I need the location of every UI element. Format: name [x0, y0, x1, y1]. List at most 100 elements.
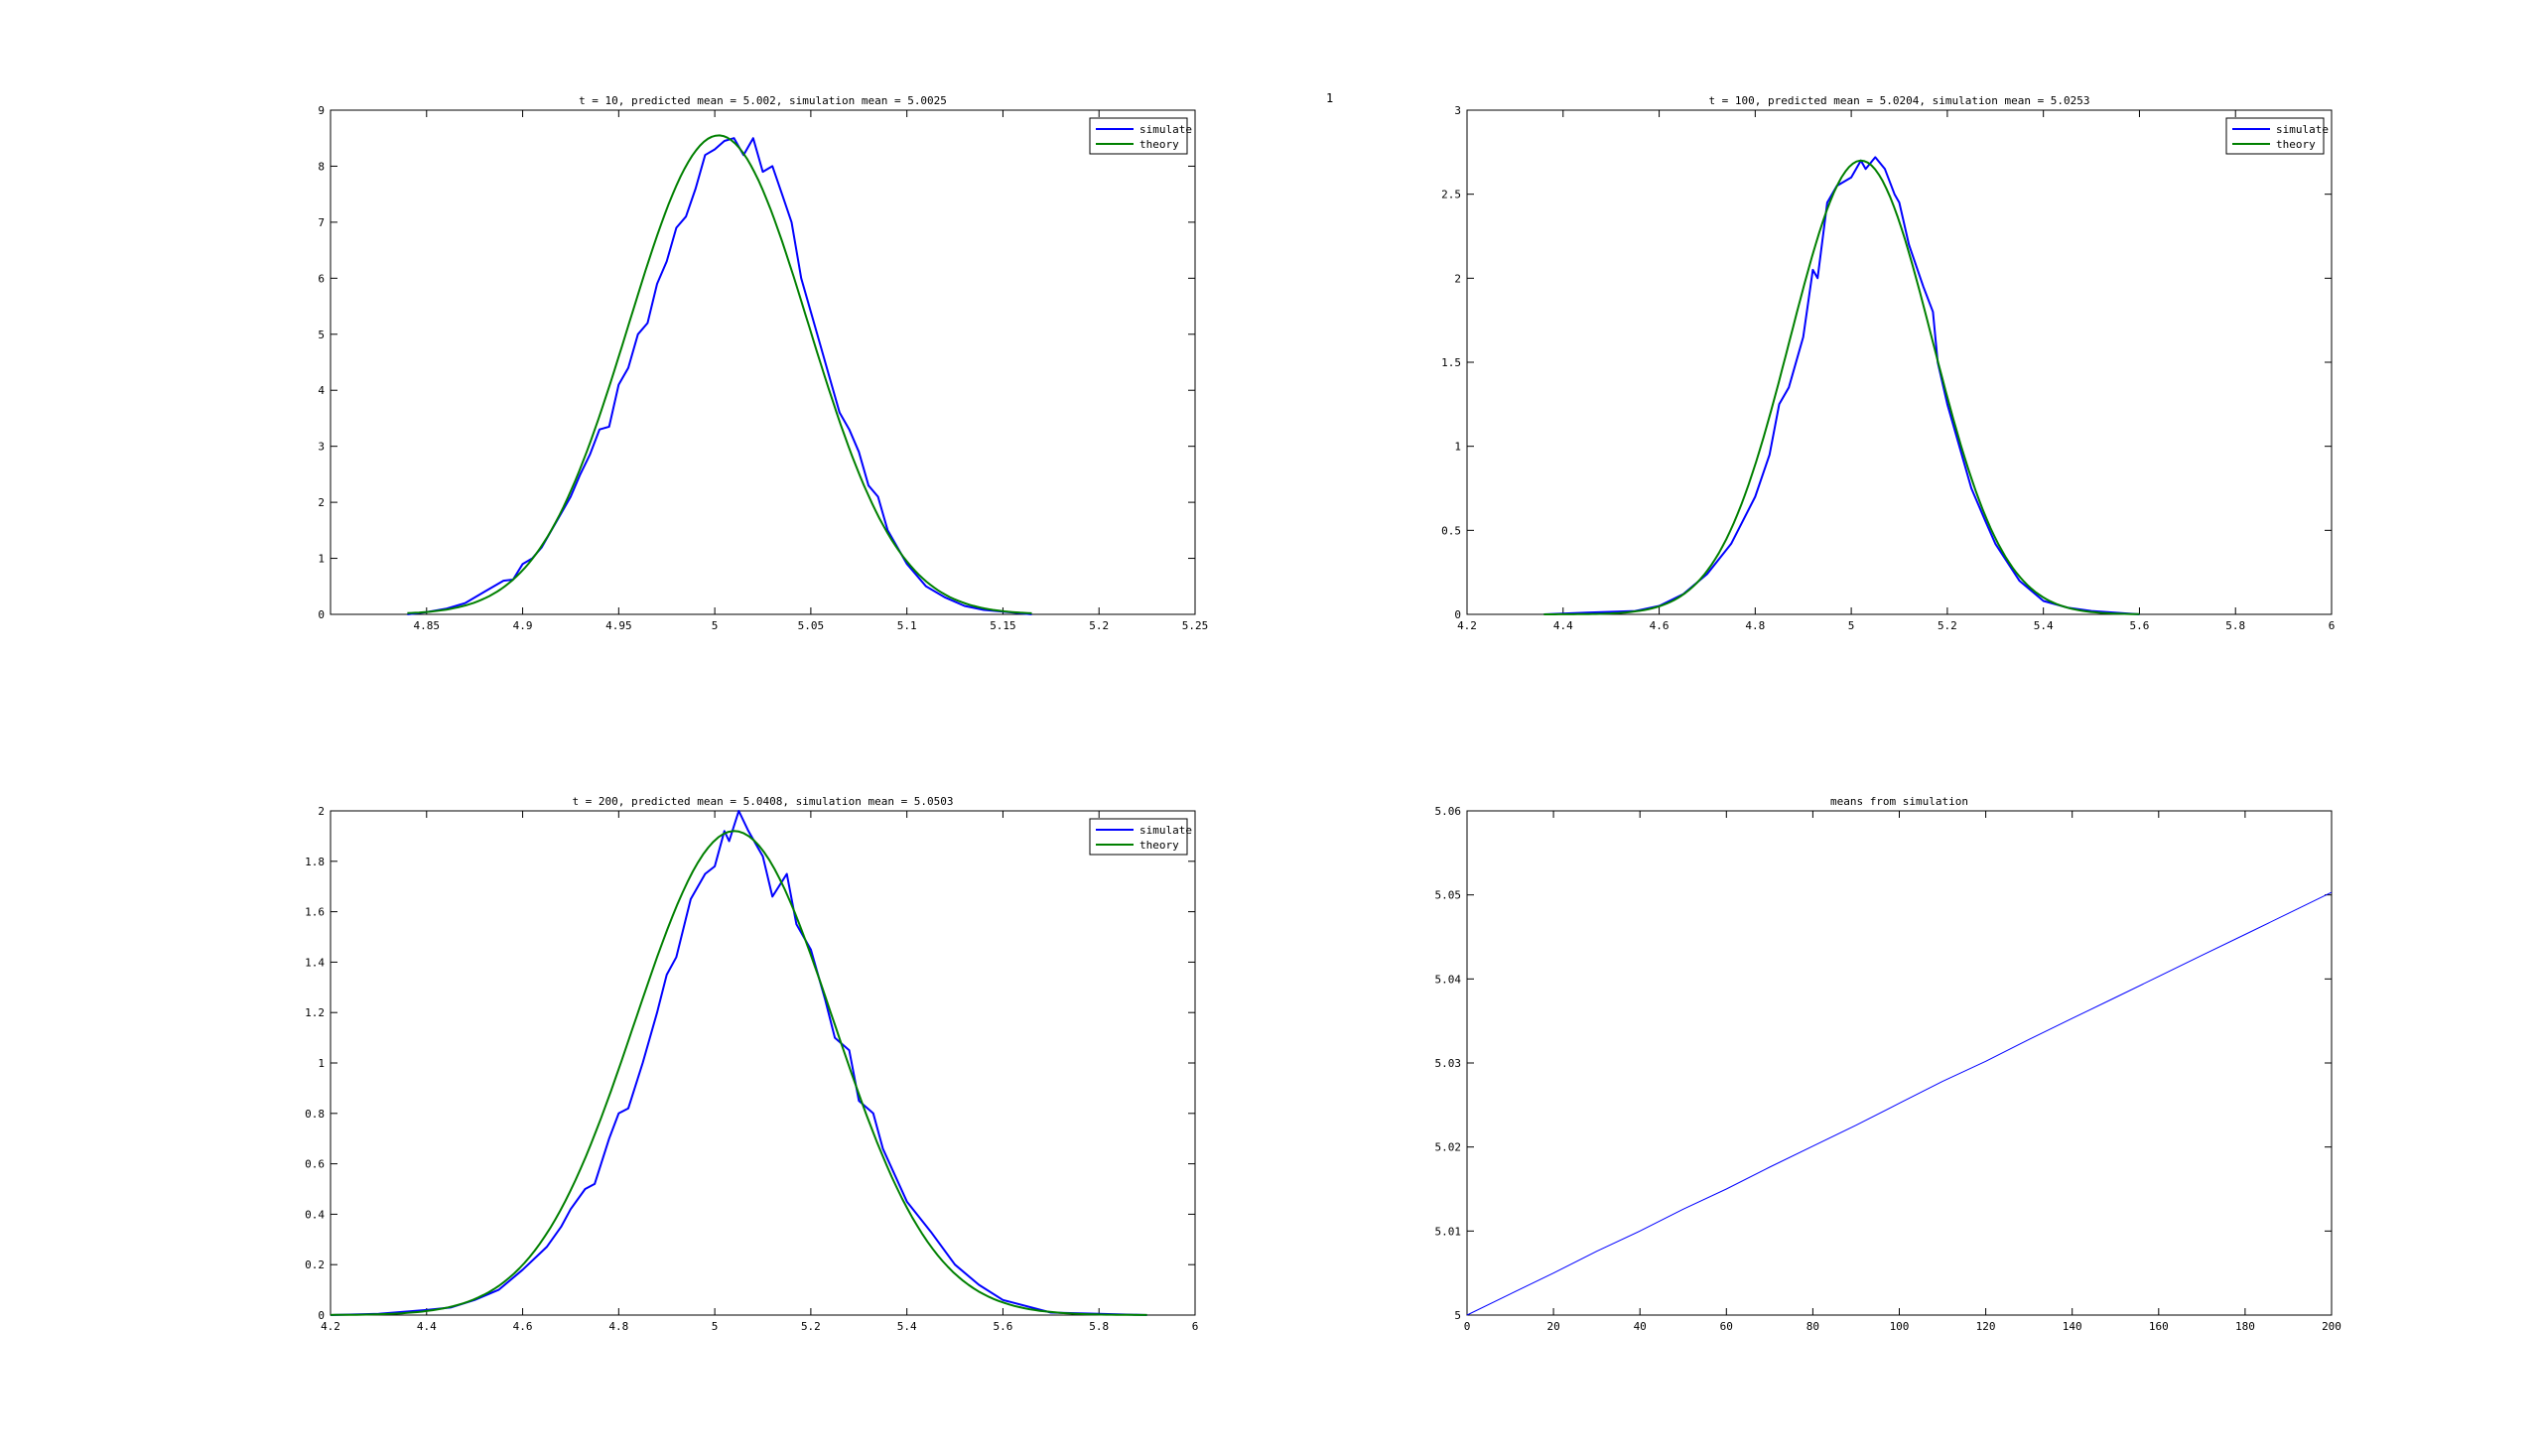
y-tick-label: 1: [1454, 441, 1461, 454]
series-line-theory: [407, 134, 1032, 614]
y-tick-label: 9: [318, 104, 325, 117]
y-tick-label: 0: [318, 608, 325, 621]
chart-3: t = 200, predicted mean = 5.0408, simula…: [305, 795, 1198, 1333]
x-tick-label: 200: [2322, 1320, 2341, 1333]
y-tick-label: 0: [318, 1309, 325, 1322]
y-tick-label: 5: [1454, 1309, 1461, 1322]
y-tick-label: 0.8: [305, 1108, 325, 1121]
legend: simulate theory: [1089, 117, 1192, 155]
x-tick-label: 4.8: [608, 1320, 628, 1333]
y-tick-label: 5: [318, 329, 325, 341]
legend: simulate theory: [1089, 818, 1192, 856]
legend-label: simulate: [1139, 123, 1192, 136]
legend-label: theory: [1139, 138, 1179, 151]
y-tick-label: 1: [318, 1057, 325, 1070]
x-tick-label: 4.4: [417, 1320, 437, 1333]
x-tick-label: 60: [1720, 1320, 1733, 1333]
y-tick-label: 0.6: [305, 1158, 325, 1171]
legend-box: [1089, 117, 1188, 155]
y-tick-label: 0.4: [305, 1208, 325, 1221]
y-tick-label: 3: [318, 441, 325, 454]
y-tick-label: 5.01: [1435, 1225, 1462, 1238]
x-tick-label: 4.85: [414, 619, 441, 632]
x-tick-label: 5: [712, 1320, 719, 1333]
legend-label: theory: [1139, 839, 1179, 852]
series-line-means: [1466, 891, 2333, 1316]
chart-title: t = 10, predicted mean = 5.002, simulati…: [579, 94, 947, 107]
x-tick-label: 40: [1634, 1320, 1647, 1333]
legend-box: [1089, 818, 1188, 856]
x-tick-label: 4.6: [513, 1320, 533, 1333]
chart-4: means from simulation 0 20 40 60 80 100 120 140 1…: [1435, 795, 2341, 1333]
chart-title: t = 100, predicted mean = 5.0204, simula…: [1708, 94, 2089, 107]
x-tick-label: 5.4: [897, 1320, 917, 1333]
x-tick-label: 5.1: [897, 619, 917, 632]
y-tick-label: 1.4: [305, 956, 325, 969]
legend-label: simulate: [1139, 824, 1192, 837]
y-tick-label: 0.2: [305, 1258, 325, 1271]
plot-area: [1466, 109, 2333, 615]
x-tick-label: 5.05: [798, 619, 825, 632]
x-tick-label: 5.8: [2225, 619, 2245, 632]
chart-title: means from simulation: [1830, 795, 1968, 808]
y-tick-label: 5.02: [1435, 1141, 1462, 1154]
y-tick-label: 5.05: [1435, 889, 1462, 902]
x-tick-label: 5.6: [2130, 619, 2150, 632]
x-tick-label: 120: [1976, 1320, 1996, 1333]
x-tick-label: 5.8: [1089, 1320, 1109, 1333]
series-line-theory: [1543, 159, 2140, 615]
y-tick-label: 3: [1454, 104, 1461, 117]
y-tick-label: 5.03: [1435, 1057, 1462, 1070]
y-tick-label: 5.06: [1435, 805, 1462, 818]
series-line-theory: [330, 830, 1147, 1316]
y-tick-label: 2: [318, 496, 325, 509]
legend-label: theory: [2276, 138, 2316, 151]
x-tick-label: 5: [1848, 619, 1855, 632]
chart-2: t = 100, predicted mean = 5.0204, simula…: [1441, 94, 2335, 632]
x-tick-label: 5.4: [2034, 619, 2054, 632]
legend-label: simulate: [2276, 123, 2329, 136]
x-tick-label: 160: [2149, 1320, 2169, 1333]
y-tick-label: 2: [1454, 272, 1461, 285]
chart-1: t = 10, predicted mean = 5.002, simulati…: [318, 94, 1208, 632]
y-tick-label: 0.5: [1441, 524, 1461, 537]
series-line-simulate: [1543, 156, 2140, 615]
x-tick-label: 5.2: [1938, 619, 1957, 632]
series-line-simulate: [330, 810, 1147, 1316]
y-tick-label: 5.04: [1435, 973, 1462, 986]
x-tick-label: 5.2: [801, 1320, 821, 1333]
x-tick-label: 6: [2329, 619, 2336, 632]
legend: simulate theory: [2225, 117, 2329, 155]
chart-title: t = 200, predicted mean = 5.0408, simula…: [572, 795, 953, 808]
x-tick-label: 4.2: [321, 1320, 340, 1333]
y-tick-label: 2.5: [1441, 189, 1461, 201]
y-tick-label: 1.5: [1441, 356, 1461, 369]
x-tick-label: 6: [1192, 1320, 1199, 1333]
x-tick-label: 140: [2063, 1320, 2082, 1333]
plot-area: [330, 109, 1196, 615]
y-tick-label: 7: [318, 216, 325, 229]
x-tick-label: 4.6: [1650, 619, 1670, 632]
x-tick-label: 5.25: [1182, 619, 1209, 632]
y-tick-label: 4: [318, 384, 325, 397]
y-tick-label: 1.2: [305, 1006, 325, 1019]
y-tick-label: 1.8: [305, 856, 325, 868]
x-tick-label: 4.9: [513, 619, 533, 632]
y-tick-label: 6: [318, 272, 325, 285]
x-tick-label: 5: [712, 619, 719, 632]
x-tick-label: 180: [2235, 1320, 2255, 1333]
x-tick-label: 4.4: [1553, 619, 1573, 632]
x-tick-label: 5.15: [990, 619, 1016, 632]
x-tick-label: 4.2: [1457, 619, 1477, 632]
y-tick-label: 8: [318, 160, 325, 173]
x-tick-label: 5.6: [994, 1320, 1013, 1333]
y-tick-label: 2: [318, 805, 325, 818]
x-tick-label: 0: [1464, 1320, 1471, 1333]
x-tick-label: 100: [1890, 1320, 1910, 1333]
legend-box: [2225, 117, 2325, 155]
x-tick-label: 80: [1806, 1320, 1819, 1333]
x-tick-label: 5.2: [1089, 619, 1109, 632]
y-tick-label: 1: [318, 553, 325, 566]
x-tick-label: 4.8: [1745, 619, 1765, 632]
